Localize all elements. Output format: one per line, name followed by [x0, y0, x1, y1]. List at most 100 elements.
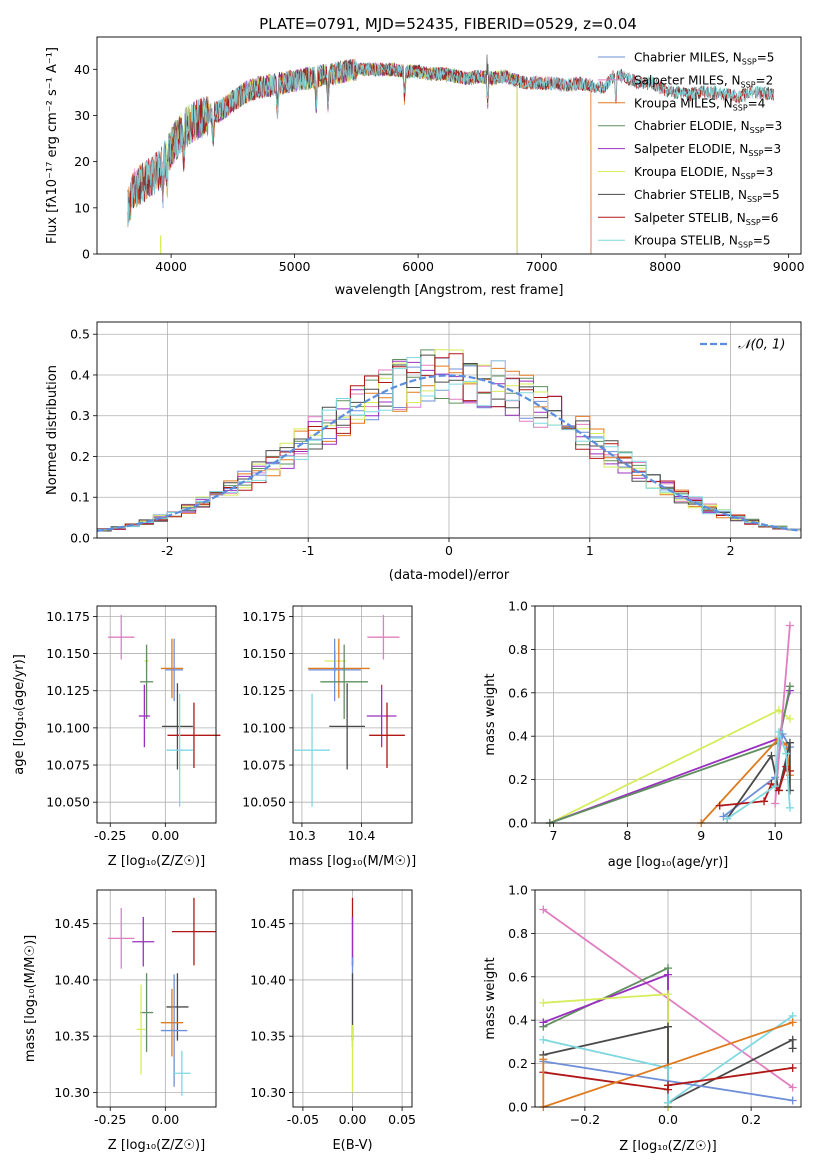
- y-tick-label: 10.075: [242, 758, 286, 773]
- legend-entry: Salpeter ELODIE, NSSP=3: [634, 142, 781, 158]
- weight-marker: [771, 799, 780, 808]
- y-axis-label: mass weight: [483, 673, 498, 755]
- y-tick-label: 10.45: [250, 916, 286, 931]
- axes-frame-mass-vs-ebv: [292, 889, 413, 1108]
- axes-weight-vs-Z: −0.2 0.0 0.2 0.0 0.2 0.4 0.6 0.8 1.0: [508, 883, 802, 1127]
- axes-mass-vs-Z: -0.25 0.00 10.30 10.35 10.40 10.45: [54, 889, 217, 1127]
- weight-marker: [785, 803, 794, 812]
- y-tick-label: 0.8: [508, 926, 528, 941]
- legend-entry: Kroupa ELODIE, NSSP=3: [634, 165, 773, 181]
- weight-marker: [539, 1055, 548, 1064]
- x-tick-label: -1: [302, 543, 314, 558]
- y-tick-label: 0.0: [70, 531, 90, 546]
- x-tick-label: -0.25: [94, 828, 126, 843]
- legend-entry: Chabrier STELIB, NSSP=5: [634, 188, 780, 204]
- weight-marker: [785, 621, 794, 630]
- weight-line: [774, 625, 791, 804]
- weight-marker: [539, 1035, 548, 1044]
- spectrum-line: [158, 60, 518, 254]
- axes-frame-age-vs-mass: [292, 605, 413, 824]
- y-tick-label: 0.1: [70, 490, 90, 505]
- x-tick-label: 10: [767, 828, 783, 843]
- x-axis-label: Z [log₁₀(Z/Z☉)]: [619, 1139, 716, 1154]
- weight-marker: [760, 797, 769, 806]
- x-axis-label: wavelength [Angstrom, rest frame]: [335, 283, 564, 298]
- x-tick-label: 0.00: [339, 1112, 367, 1127]
- weight-marker: [664, 1081, 672, 1090]
- weight-marker: [539, 1018, 548, 1027]
- x-axis-label: Z [log₁₀(Z/Z☉)]: [108, 854, 205, 869]
- y-tick-label: 10: [74, 200, 90, 215]
- x-tick-label: -0.25: [94, 1112, 126, 1127]
- y-tick-label: 10.40: [54, 972, 90, 987]
- weight-marker: [788, 1035, 797, 1044]
- axes-age-vs-mass: 10.3 10.4 10.050 10.075 10.100 10.125 10.150 10…: [242, 605, 413, 843]
- y-tick-label: 0.0: [508, 816, 528, 831]
- weight-marker: [788, 1018, 797, 1027]
- weight-marker: [788, 1096, 797, 1105]
- y-tick-label: 0.2: [508, 772, 528, 787]
- spectrum-line: [127, 59, 592, 255]
- y-tick-label: 10.175: [46, 609, 90, 624]
- y-tick-label: 20: [74, 154, 90, 169]
- spectrum-line: [127, 58, 774, 226]
- spectrum-line: [127, 59, 774, 223]
- x-tick-label: 0.2: [741, 1112, 761, 1127]
- x-tick-label: 4000: [155, 259, 187, 274]
- y-tick-label: 10.050: [46, 795, 90, 810]
- y-axis-label: Flux [fλ10⁻¹⁷ erg cm⁻² s⁻¹ A⁻¹]: [45, 47, 60, 244]
- y-tick-label: 1.0: [508, 883, 528, 898]
- weight-marker: [774, 706, 783, 715]
- axes-frame-residuals: [96, 321, 802, 539]
- x-tick-label: -2: [161, 543, 173, 558]
- y-tick-label: 0.8: [508, 642, 528, 657]
- x-tick-label: 9000: [773, 259, 805, 274]
- spectrum-line: [127, 58, 592, 255]
- x-tick-label: 2: [727, 543, 735, 558]
- axes-mass-vs-ebv: -0.05 0.00 0.05 10.30 10.35 10.40 10.45: [250, 889, 416, 1127]
- y-tick-label: 10.125: [242, 683, 286, 698]
- weight-marker: [664, 1098, 672, 1107]
- y-tick-label: 10.075: [46, 758, 90, 773]
- y-tick-label: 0.5: [70, 327, 90, 342]
- axes-age-vs-Z: -0.25 0.00 10.050 10.075 10.100 10.125 10.150 1…: [46, 605, 221, 843]
- weight-marker: [788, 1044, 797, 1053]
- y-tick-label: 10.45: [54, 916, 90, 931]
- weight-marker: [785, 682, 794, 691]
- axes-frame-mass-vs-Z: [96, 889, 217, 1108]
- x-tick-label: 9: [697, 828, 705, 843]
- weight-marker: [664, 1022, 672, 1031]
- y-tick-label: 0.2: [508, 1056, 528, 1071]
- axes-frame-spectrum: [96, 36, 802, 255]
- y-tick-label: 0.3: [70, 408, 90, 423]
- weight-marker: [782, 749, 791, 758]
- x-tick-label: 10.4: [348, 828, 376, 843]
- y-tick-label: 10.30: [54, 1085, 90, 1100]
- legend-entry: Salpeter MILES, NSSP=2: [634, 73, 773, 89]
- y-axis-label: mass [log₁₀(M/M☉)]: [23, 935, 38, 1062]
- y-tick-label: 0.6: [508, 685, 528, 700]
- y-tick-label: 10.125: [46, 683, 90, 698]
- weight-marker: [723, 814, 732, 823]
- y-tick-label: 0.4: [508, 1013, 528, 1028]
- weight-marker: [774, 727, 783, 736]
- y-tick-label: 10.100: [46, 720, 90, 735]
- spectrum-line: [127, 59, 592, 255]
- y-tick-label: 10.100: [242, 720, 286, 735]
- legend-entry: Salpeter STELIB, NSSP=6: [634, 211, 778, 227]
- x-axis-label: age [log₁₀(age/yr)]: [608, 855, 729, 870]
- x-tick-label: 8000: [649, 259, 681, 274]
- x-tick-label: 0.05: [388, 1112, 416, 1127]
- weight-marker: [788, 1083, 797, 1092]
- weight-marker: [767, 751, 776, 760]
- x-axis-label: Z [log₁₀(Z/Z☉)]: [108, 1138, 205, 1153]
- weight-marker: [785, 714, 794, 723]
- legend-entry: Chabrier ELODIE, NSSP=3: [634, 119, 782, 135]
- y-tick-label: 10.30: [250, 1085, 286, 1100]
- x-tick-label: 10.3: [288, 828, 316, 843]
- y-tick-label: 0.2: [70, 449, 90, 464]
- legend-entry: Kroupa STELIB, NSSP=5: [634, 234, 771, 250]
- gaussian-curve: [96, 374, 802, 532]
- y-tick-label: 10.050: [242, 795, 286, 810]
- weight-marker: [539, 998, 548, 1007]
